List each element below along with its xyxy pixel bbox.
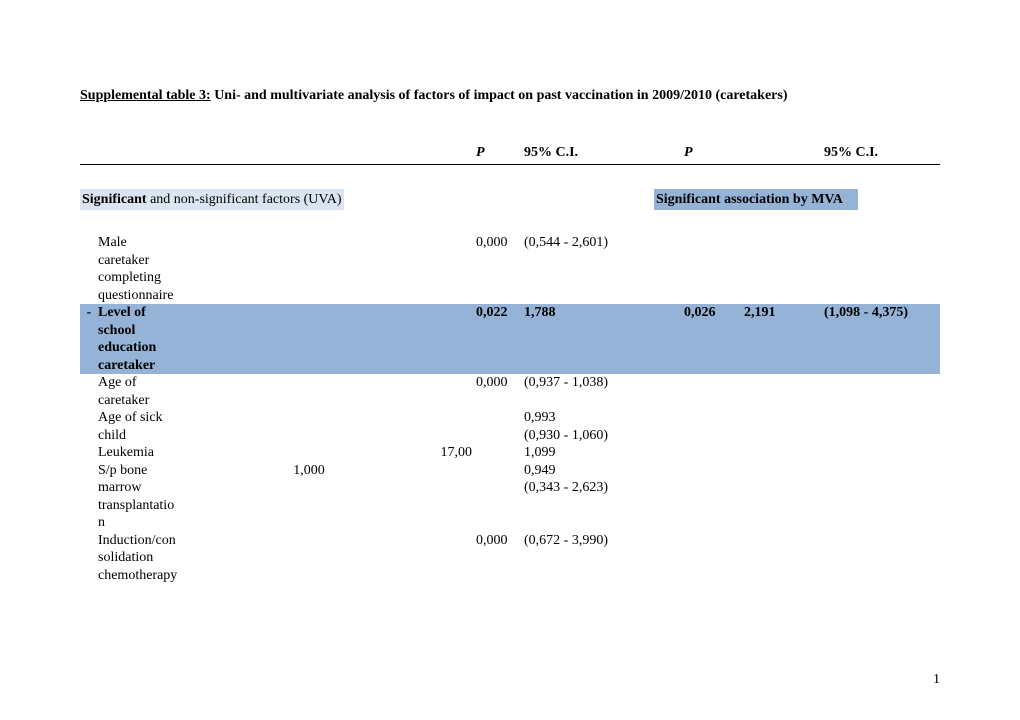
- subheader-row: Significant and non-significant factors …: [80, 164, 940, 234]
- uva-bold: Significant: [82, 192, 147, 207]
- title-label: Supplemental table 3:: [80, 88, 211, 103]
- factor-cell: Leukemia: [98, 444, 180, 462]
- table-row: Age of caretaker 0,000 (0,937 - 1,038): [80, 374, 940, 409]
- ci1-alt-cell: (0,930 - 1,060): [524, 428, 608, 443]
- factor-cell: S/p bone marrow transplantation: [98, 462, 180, 532]
- title-rest: Uni- and multivariate analysis of factor…: [211, 88, 788, 103]
- p1-cell: 0,022: [476, 304, 524, 374]
- p1-alt-cell: 0,993: [524, 409, 582, 427]
- factor-cell: Level of school education caretaker: [98, 304, 180, 374]
- p1-cell: 0,000: [476, 374, 524, 409]
- table-row: Age of sick child 0,993(0,930 - 1,060): [80, 409, 940, 444]
- ci1-cell: (0,672 - 3,990): [524, 532, 654, 585]
- ci1-alt-cell: (0,343 - 2,623): [524, 480, 608, 495]
- ci2-cell: (1,098 - 4,375): [824, 304, 940, 374]
- br1-cell: 17,00: [438, 444, 476, 462]
- dash-cell: -: [80, 304, 98, 374]
- header-row: P 95% C.I. P 95% C.I.: [80, 144, 940, 164]
- or-cell: 2,191: [744, 304, 824, 374]
- factor-cell: Male caretaker completing questionnaire: [98, 234, 180, 304]
- table-row: Leukemia 17,00 1,099: [80, 444, 940, 462]
- factor-cell: Induction/consolidation chemotherapy: [98, 532, 180, 585]
- col-p2: P: [684, 144, 744, 164]
- col-ci2: 95% C.I.: [824, 144, 940, 164]
- p1-alt-cell: 0,949: [524, 462, 582, 480]
- ci1-cell: 1,099: [524, 444, 654, 462]
- p1-cell: 0,000: [476, 234, 524, 304]
- uva-rest: and non-significant factors (UVA): [147, 192, 342, 207]
- col-ci1: 95% C.I.: [524, 144, 654, 164]
- gap-cell: 1,000: [180, 462, 438, 532]
- table-row: Male caretaker completing questionnaire …: [80, 234, 940, 304]
- data-table: P 95% C.I. P 95% C.I. Significant and no…: [80, 144, 940, 584]
- ci1-cell: 1,788: [524, 304, 654, 374]
- factor-cell: Age of caretaker: [98, 374, 180, 409]
- ci1-cell: (0,937 - 1,038): [524, 374, 654, 409]
- factor-cell: Age of sick child: [98, 409, 180, 444]
- page-number: 1: [933, 672, 940, 688]
- col-p1: P: [476, 144, 524, 164]
- table-row: S/p bone marrow transplantation 1,000 0,…: [80, 462, 940, 532]
- table-row: - Level of school education caretaker 0,…: [80, 304, 940, 374]
- table-row: Induction/consolidation chemotherapy 0,0…: [80, 532, 940, 585]
- ci1-cell: (0,544 - 2,601): [524, 234, 654, 304]
- p2-cell: 0,026: [684, 304, 744, 374]
- mva-label: Significant association by MVA: [654, 189, 858, 211]
- table-title: Supplemental table 3: Uni- and multivari…: [80, 88, 940, 104]
- p1-cell: 0,000: [476, 532, 524, 585]
